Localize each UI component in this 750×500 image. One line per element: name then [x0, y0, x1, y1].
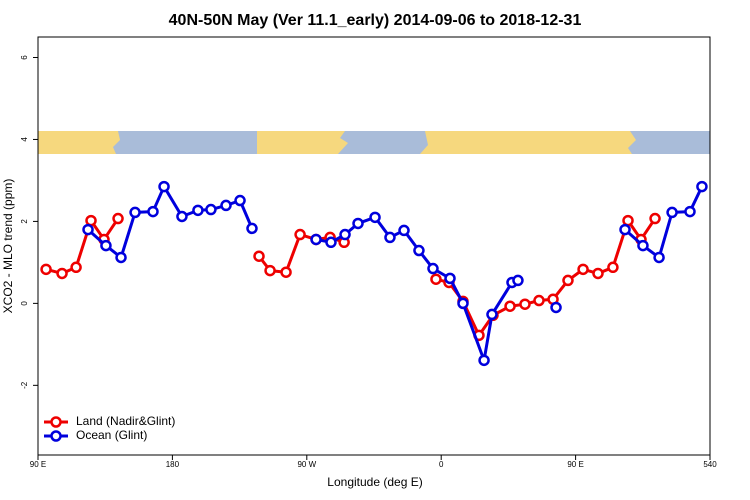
plot-frame: [37, 36, 711, 456]
point-marker: [512, 274, 524, 287]
point-marker: [577, 263, 589, 276]
point-marker: [234, 194, 246, 207]
y-tick-label: 6: [20, 55, 29, 60]
point-marker: [562, 274, 574, 287]
x-axis-label: Longitude (deg E): [327, 475, 422, 489]
map-strip: [38, 131, 710, 154]
point-marker: [619, 223, 631, 236]
legend-label: Ocean (Glint): [76, 428, 147, 442]
point-marker: [519, 298, 531, 310]
y-tick-label: -2: [20, 381, 29, 389]
point-marker: [504, 300, 516, 312]
point-marker: [129, 206, 141, 219]
point-marker: [533, 294, 545, 307]
point-marker: [649, 212, 661, 225]
point-marker: [264, 264, 276, 277]
point-marker: [339, 228, 351, 241]
point-marker: [112, 212, 124, 225]
x-tick-label: 90 W: [297, 460, 316, 469]
point-marker: [369, 211, 381, 224]
point-marker: [427, 262, 439, 275]
point-marker: [325, 236, 337, 249]
land-band: [38, 131, 120, 154]
point-marker: [310, 233, 322, 246]
x-tick-label: 0: [439, 460, 444, 469]
point-marker: [246, 222, 258, 235]
x-tick-label: 90 E: [567, 460, 583, 469]
point-marker: [637, 239, 649, 252]
point-marker: [384, 231, 396, 244]
point-marker: [352, 217, 364, 230]
point-marker: [486, 308, 498, 321]
land-band: [257, 131, 348, 154]
point-marker: [100, 239, 112, 252]
point-marker: [176, 210, 188, 223]
point-marker: [696, 180, 708, 193]
legend-marker: [50, 416, 62, 428]
point-marker: [220, 199, 232, 212]
y-axis-label: XCO2 - MLO trend (ppm): [1, 179, 15, 314]
chart-title: 40N-50N May (Ver 11.1_early) 2014-09-06 …: [169, 12, 582, 29]
point-marker: [253, 250, 265, 262]
point-marker: [205, 203, 217, 216]
point-marker: [684, 205, 696, 218]
x-tick-label: 540: [703, 460, 717, 469]
point-marker: [653, 251, 665, 264]
legend-label: Land (Nadir&Glint): [76, 414, 175, 428]
y-tick-label: 0: [20, 301, 29, 306]
point-marker: [622, 214, 634, 227]
point-marker: [666, 206, 678, 219]
point-marker: [592, 267, 604, 280]
point-marker: [444, 272, 456, 285]
point-marker: [294, 228, 306, 241]
point-marker: [147, 205, 159, 218]
point-marker: [85, 214, 97, 227]
point-marker: [158, 180, 170, 193]
point-marker: [56, 267, 68, 280]
point-marker: [457, 297, 469, 310]
point-marker: [82, 223, 94, 236]
land-band: [420, 131, 636, 154]
point-marker: [398, 224, 410, 237]
point-marker: [40, 263, 52, 276]
point-marker: [550, 301, 562, 314]
point-marker: [413, 244, 425, 257]
x-tick-label: 180: [166, 460, 180, 469]
point-marker: [430, 273, 442, 285]
point-marker: [115, 251, 127, 264]
point-marker: [478, 354, 490, 367]
point-marker: [607, 261, 619, 274]
y-tick-label: 2: [20, 219, 29, 224]
y-tick-label: 4: [20, 137, 29, 142]
legend-marker: [50, 430, 62, 442]
point-marker: [70, 261, 82, 274]
x-tick-label: 90 E: [30, 460, 46, 469]
point-marker: [192, 204, 204, 217]
point-marker: [280, 266, 292, 278]
